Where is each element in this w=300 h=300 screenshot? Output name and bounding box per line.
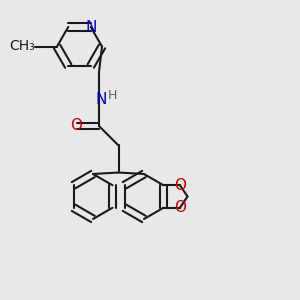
Text: O: O xyxy=(174,200,186,215)
Text: O: O xyxy=(174,178,186,193)
Text: O: O xyxy=(70,118,83,134)
Text: N: N xyxy=(85,20,96,34)
Text: H: H xyxy=(108,89,117,103)
Text: N: N xyxy=(96,92,107,106)
Text: CH₃: CH₃ xyxy=(9,40,34,53)
